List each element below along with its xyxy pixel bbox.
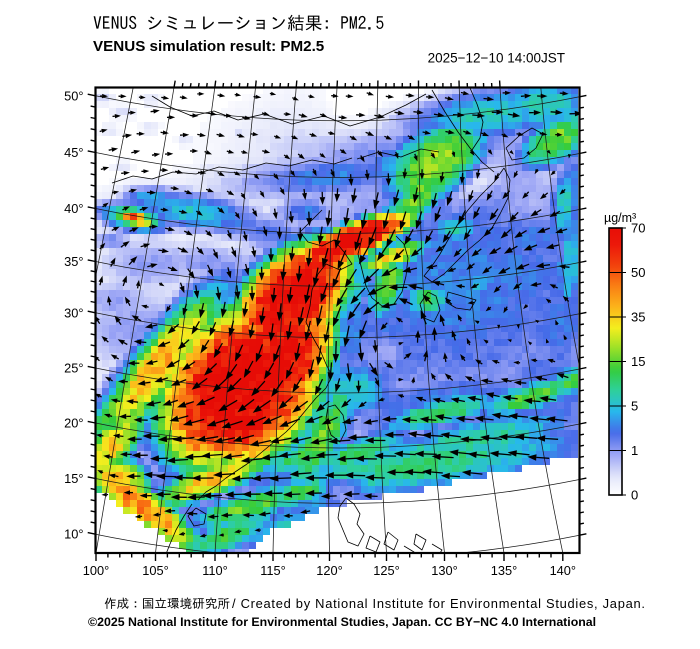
svg-text:10°: 10°	[64, 527, 83, 542]
svg-text:25°: 25°	[64, 361, 83, 376]
svg-text:VENUS simulation result: PM2.5: VENUS simulation result: PM2.5	[93, 38, 325, 55]
svg-text:30°: 30°	[64, 305, 83, 320]
svg-text:2025−12−10 14:00JST: 2025−12−10 14:00JST	[428, 51, 565, 66]
svg-text:110°: 110°	[202, 563, 228, 578]
svg-text:15°: 15°	[64, 471, 83, 486]
svg-text:45°: 45°	[64, 145, 83, 160]
svg-text:140°: 140°	[550, 563, 576, 578]
svg-text:0: 0	[631, 488, 638, 503]
svg-text:35°: 35°	[64, 254, 83, 269]
svg-text:20°: 20°	[64, 416, 83, 431]
svg-text:120°: 120°	[316, 563, 342, 578]
svg-text:70: 70	[631, 221, 645, 236]
svg-text:5: 5	[631, 399, 638, 414]
svg-text:105°: 105°	[142, 563, 168, 578]
svg-text:/ Created by National Institut: / Created by National Institute for Envi…	[232, 596, 646, 611]
svg-text:40°: 40°	[64, 201, 83, 216]
svg-text:15: 15	[631, 354, 645, 369]
svg-text:1: 1	[631, 443, 638, 458]
svg-text:35: 35	[631, 310, 645, 325]
svg-text:50°: 50°	[64, 88, 83, 103]
svg-text:115°: 115°	[260, 563, 286, 578]
svg-text:130°: 130°	[431, 563, 457, 578]
svg-text:135°: 135°	[491, 563, 517, 578]
svg-text:125°: 125°	[373, 563, 399, 578]
svg-text:100°: 100°	[83, 563, 109, 578]
svg-text:µg/m³: µg/m³	[604, 211, 636, 225]
svg-text:50: 50	[631, 265, 645, 280]
svg-text:©2025 National Institute for E: ©2025 National Institute for Environment…	[88, 615, 596, 629]
